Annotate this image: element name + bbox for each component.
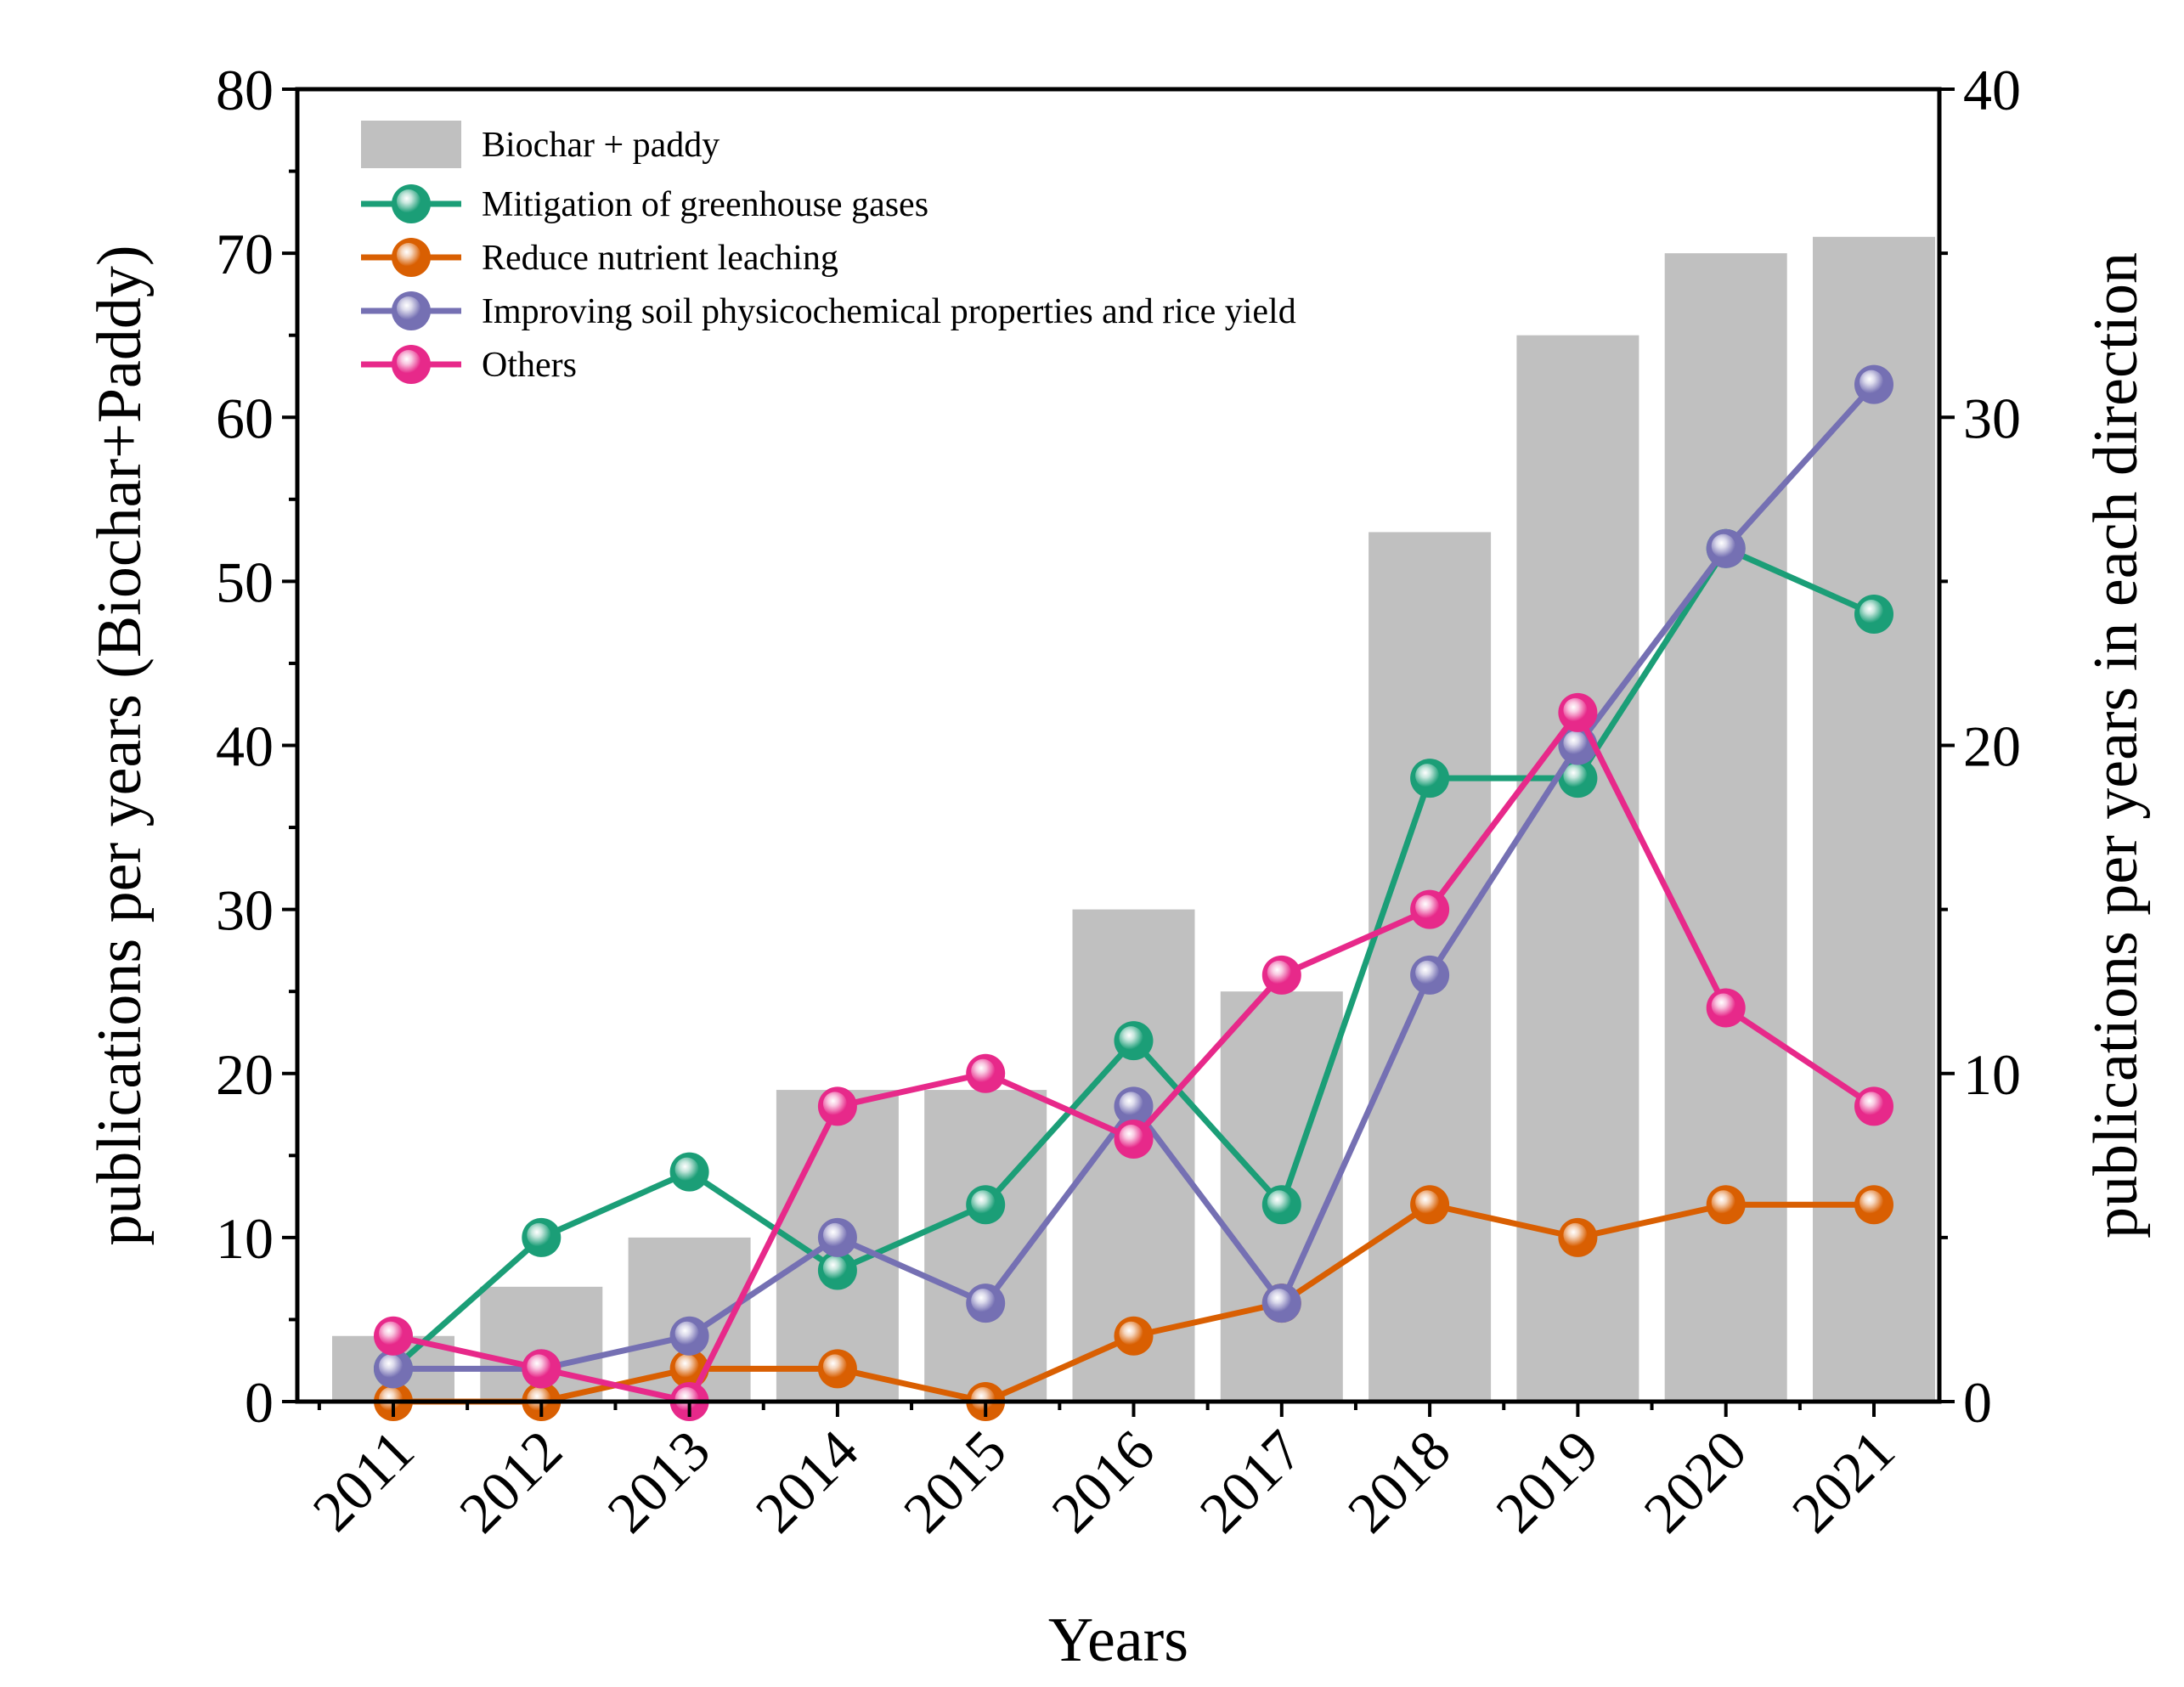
x-axis-title: Years [1048,1605,1188,1675]
series-point-1-2020 [1706,1185,1746,1225]
series-point-0-2014 [817,1250,857,1290]
y-left-tick-label: 10 [216,1206,274,1271]
series-point-1-2016 [1114,1316,1154,1356]
x-tick-label: 2020 [1631,1418,1758,1545]
series-point-0-2019 [1558,759,1598,798]
y-left-tick-label: 0 [245,1370,274,1435]
x-tick-label: 2018 [1335,1418,1463,1545]
line-series-2 [374,364,1893,1389]
legend-item-2: Reduce nutrient leaching [361,238,838,278]
legend-item-3: Improving soil physicochemical propertie… [361,291,1296,331]
x-tick-label: 2016 [1039,1418,1166,1545]
legend-label: Reduce nutrient leaching [482,239,838,278]
series-point-3-2020 [1706,988,1746,1028]
series-point-2-2020 [1706,528,1746,568]
series-point-3-2021 [1854,1086,1893,1126]
x-tick-label: 2019 [1483,1418,1611,1545]
y-left-tick-label: 20 [216,1042,274,1107]
y-left-tick-label: 30 [216,878,274,943]
y-left-tick-label: 50 [216,550,274,614]
series-point-0-2016 [1114,1021,1154,1061]
series-point-1-2018 [1410,1185,1450,1225]
series-point-2-2018 [1410,955,1450,995]
x-tick-label: 2021 [1780,1418,1907,1545]
series-point-1-2019 [1558,1217,1598,1257]
series-point-1-2014 [817,1349,857,1389]
y-right-tick-label: 20 [1963,714,2021,779]
series-point-3-2011 [374,1316,413,1356]
series-point-2-2021 [1854,364,1893,404]
bar-2020 [1664,253,1787,1402]
series-point-0-2013 [669,1152,709,1192]
y-left-tick-label: 60 [216,386,274,450]
series-point-2-2016 [1114,1086,1154,1126]
legend-label: Biochar + paddy [482,126,720,165]
legend-label: Mitigation of greenhouse gases [482,185,928,224]
bar-2021 [1813,236,1935,1402]
x-tick-label: 2011 [300,1418,426,1543]
y-left-tick-label: 80 [216,58,274,122]
legend-item-4: Others [361,345,577,385]
line-series-group [374,364,1893,1421]
line-series-0 [374,528,1893,1389]
y-right-tick-label: 10 [1963,1042,2021,1107]
series-point-3-2014 [817,1086,857,1126]
series-point-0-2012 [522,1217,562,1257]
x-tick-label: 2014 [743,1418,871,1545]
y-right-tick-label: 40 [1963,58,2021,122]
series-point-3-2018 [1410,889,1450,929]
series-point-2-2015 [966,1284,1006,1323]
series-point-2-2014 [817,1217,857,1257]
x-tick-label: 2013 [595,1418,722,1545]
series-point-3-2016 [1114,1120,1154,1159]
legend-item-1: Mitigation of greenhouse gases [361,184,928,224]
series-point-3-2019 [1558,692,1598,732]
y-left-tick-label: 70 [216,222,274,286]
y-right-tick-label: 30 [1963,386,2021,450]
legend-label: Improving soil physicochemical propertie… [482,292,1296,331]
line-series-3 [374,692,1893,1421]
legend-label: Others [482,346,577,385]
series-point-3-2012 [522,1349,562,1389]
series-point-0-2018 [1410,759,1450,798]
series-point-2-2017 [1261,1284,1301,1323]
series-point-1-2021 [1854,1185,1893,1225]
y-axis-left-title: publications per years (Biochar+Paddy) [85,245,155,1245]
x-tick-label: 2012 [447,1418,574,1545]
series-point-2-2013 [669,1316,709,1356]
x-tick-label: 2015 [891,1418,1019,1545]
y-axis-right-title: publications per years in each direction [2081,252,2151,1238]
legend: Biochar + paddy Mitigation of greenhouse … [361,121,1296,385]
series-point-0-2015 [966,1185,1006,1225]
x-tick-label: 2017 [1188,1418,1315,1545]
series-point-3-2017 [1261,955,1301,995]
y-left-tick-label: 40 [216,714,274,779]
series-point-0-2021 [1854,595,1893,634]
series-point-0-2017 [1261,1185,1301,1225]
y-right-tick-label: 0 [1963,1370,1992,1435]
series-point-3-2015 [966,1053,1006,1093]
series-point-2-2011 [374,1349,413,1389]
legend-item-0: Biochar + paddy [361,121,720,168]
